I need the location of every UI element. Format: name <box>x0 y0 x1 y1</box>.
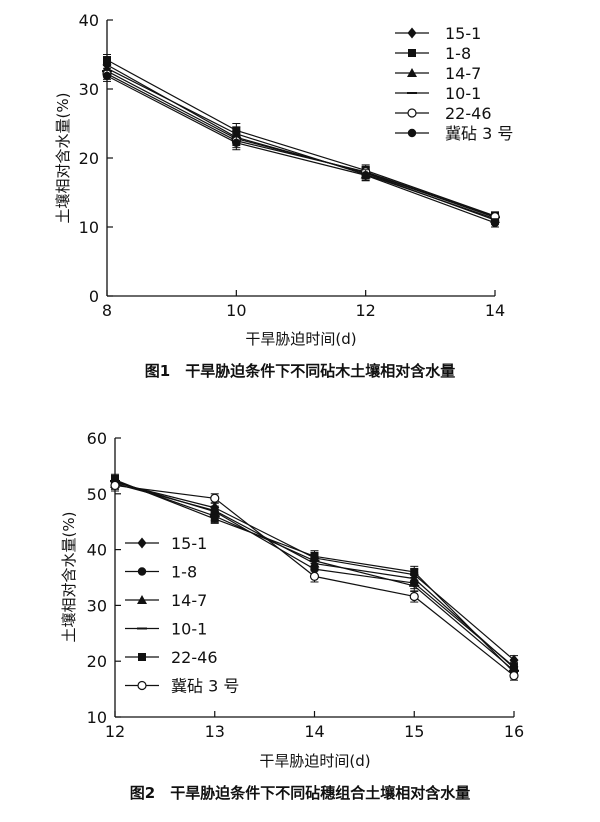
x-tick-label: 14 <box>485 301 505 320</box>
series-1 <box>102 58 500 226</box>
y-tick-label: 0 <box>89 287 99 306</box>
data-point <box>102 71 112 81</box>
y-tick-label: 50 <box>87 485 107 504</box>
legend-label: 22-46 <box>445 104 492 123</box>
legend-label: 10-1 <box>445 84 481 103</box>
legend-marker <box>137 567 147 576</box>
legend-label: 14-7 <box>445 64 481 83</box>
legend-marker <box>407 128 417 138</box>
series-line <box>106 75 496 224</box>
series-6 <box>102 69 500 228</box>
y-tick-label: 10 <box>79 218 99 237</box>
x-axis-label: 干旱胁迫时间(d) <box>245 330 356 348</box>
legend-marker <box>137 537 147 549</box>
data-point <box>210 493 220 503</box>
data-point <box>490 218 500 228</box>
x-tick-label: 16 <box>504 722 524 741</box>
legend-marker <box>137 595 147 604</box>
data-point <box>103 56 111 65</box>
x-tick-label: 12 <box>105 722 125 741</box>
legend-marker <box>138 653 146 661</box>
legend-label: 10-1 <box>171 620 207 639</box>
chart-2: 10 20 30 40 50 60 12 13 14 15 16 土壤相对含水量(%) 干旱胁迫时间(d… <box>60 429 524 802</box>
legend-label: 1-8 <box>171 563 197 582</box>
legend-marker <box>408 49 416 57</box>
data-point <box>309 571 320 581</box>
figure-caption: 图1 干旱胁迫条件下不同砧木土壤相对含水量 <box>145 362 455 380</box>
x-tick-label: 8 <box>102 301 112 320</box>
data-point <box>409 591 419 602</box>
series-line <box>106 59 496 217</box>
legend-label: 22-46 <box>171 648 218 667</box>
legend-label: 冀砧 3 号 <box>445 124 513 143</box>
legend-marker <box>407 108 417 118</box>
data-point <box>509 671 519 681</box>
x-tick-label: 12 <box>355 301 375 320</box>
x-tick-label: 14 <box>304 722 324 741</box>
legend-label: 冀砧 3 号 <box>171 677 239 696</box>
y-tick-label: 30 <box>79 80 99 99</box>
data-point <box>410 567 419 576</box>
y-tick-label: 20 <box>79 149 99 168</box>
legend-marker <box>407 68 417 77</box>
x-tick-label: 15 <box>404 722 424 741</box>
legend-label: 14-7 <box>171 591 207 610</box>
y-tick-label: 30 <box>87 596 107 615</box>
data-point <box>361 171 370 180</box>
y-tick-label: 10 <box>87 708 107 727</box>
series-line <box>106 73 496 218</box>
x-axis-label: 干旱胁迫时间(d) <box>259 752 370 770</box>
legend-marker <box>137 680 147 691</box>
y-axis-label: 土壤相对含水量(%) <box>60 512 78 643</box>
y-tick-label: 40 <box>87 541 107 560</box>
series-2 <box>103 54 499 221</box>
data-point <box>209 505 220 515</box>
legend-marker <box>407 27 417 39</box>
data-point <box>310 552 319 561</box>
series-line <box>106 70 496 218</box>
figure-caption: 图2 干旱胁迫条件下不同砧穗组合土壤相对含水量 <box>130 784 470 802</box>
legend-label: 15-1 <box>171 534 207 553</box>
legend-label: 15-1 <box>445 24 481 43</box>
series-6 <box>110 479 519 681</box>
legend-label: 1-8 <box>445 44 471 63</box>
legend: 15-1 1-8 14-7 10-1 22-46 冀砧 3 号 <box>125 534 239 696</box>
y-tick-label: 40 <box>79 11 99 30</box>
series-line <box>106 67 496 220</box>
y-tick-label: 60 <box>87 429 107 448</box>
y-axis-label: 土壤相对含水量(%) <box>54 93 72 224</box>
data-point <box>232 138 241 148</box>
data-point <box>210 514 219 523</box>
series-5 <box>102 67 500 222</box>
data-point <box>110 480 120 491</box>
y-tick-label: 20 <box>87 652 107 671</box>
data-point <box>509 654 519 666</box>
x-tick-label: 13 <box>205 722 225 741</box>
x-tick-label: 10 <box>226 301 246 320</box>
